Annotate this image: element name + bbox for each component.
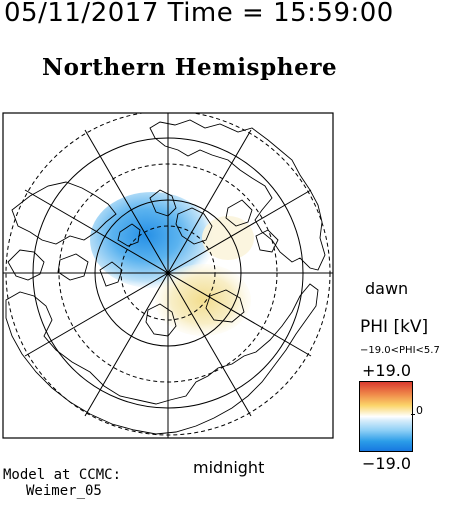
legend-zero-tick: [411, 414, 415, 415]
date-time-title: 05/11/2017 Time = 15:59:00: [4, 0, 394, 28]
legend-zero-label: 0: [416, 404, 423, 417]
midnight-label: midnight: [193, 458, 265, 477]
positive-potential-cell: [155, 264, 251, 336]
legend-max-label: +19.0: [362, 361, 412, 380]
coastlines: [5, 119, 326, 435]
polar-potential-map: [2, 112, 334, 439]
meridian-lines: [3, 113, 333, 438]
model-credit-line1: Model at CCMC:: [3, 467, 122, 483]
dawn-label: dawn: [365, 279, 409, 298]
legend-min-label: −19.0: [362, 454, 412, 473]
hemisphere-title: Northern Hemisphere: [42, 54, 338, 81]
legend-title: PHI [kV]: [360, 317, 429, 337]
model-credit-line2: Weimer_05: [26, 483, 102, 499]
legend-range: −19.0<PHI<5.7: [360, 345, 440, 356]
legend-color-bar: [359, 381, 413, 452]
